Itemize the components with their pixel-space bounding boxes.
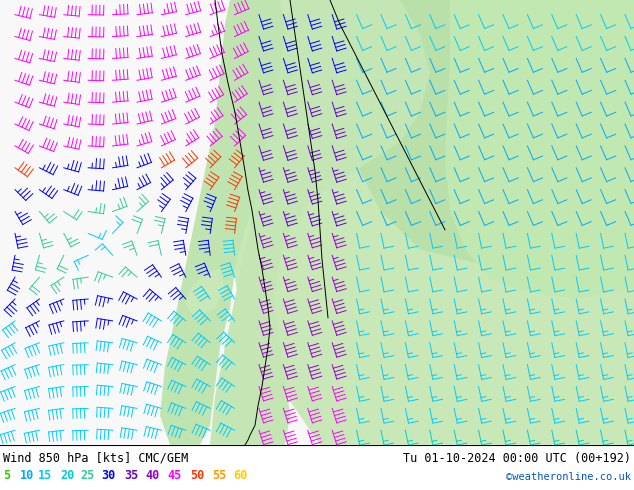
- Polygon shape: [210, 0, 430, 445]
- Polygon shape: [445, 0, 634, 298]
- Text: 50: 50: [190, 469, 204, 482]
- Text: 45: 45: [167, 469, 181, 482]
- Text: 10: 10: [20, 469, 34, 482]
- Text: 5: 5: [3, 469, 10, 482]
- Text: Wind 850 hPa [kts] CMC/GEM: Wind 850 hPa [kts] CMC/GEM: [3, 452, 188, 465]
- Polygon shape: [230, 0, 634, 445]
- Polygon shape: [310, 0, 634, 269]
- Text: 30: 30: [101, 469, 115, 482]
- Text: 20: 20: [60, 469, 74, 482]
- Text: ©weatheronline.co.uk: ©weatheronline.co.uk: [506, 472, 631, 482]
- Text: 35: 35: [124, 469, 138, 482]
- Text: 15: 15: [38, 469, 52, 482]
- Text: 55: 55: [212, 469, 226, 482]
- Text: Tu 01-10-2024 00:00 UTC (00+192): Tu 01-10-2024 00:00 UTC (00+192): [403, 452, 631, 465]
- Polygon shape: [185, 269, 225, 318]
- Text: 40: 40: [145, 469, 159, 482]
- Text: 25: 25: [80, 469, 94, 482]
- Polygon shape: [160, 0, 290, 445]
- Text: 60: 60: [233, 469, 247, 482]
